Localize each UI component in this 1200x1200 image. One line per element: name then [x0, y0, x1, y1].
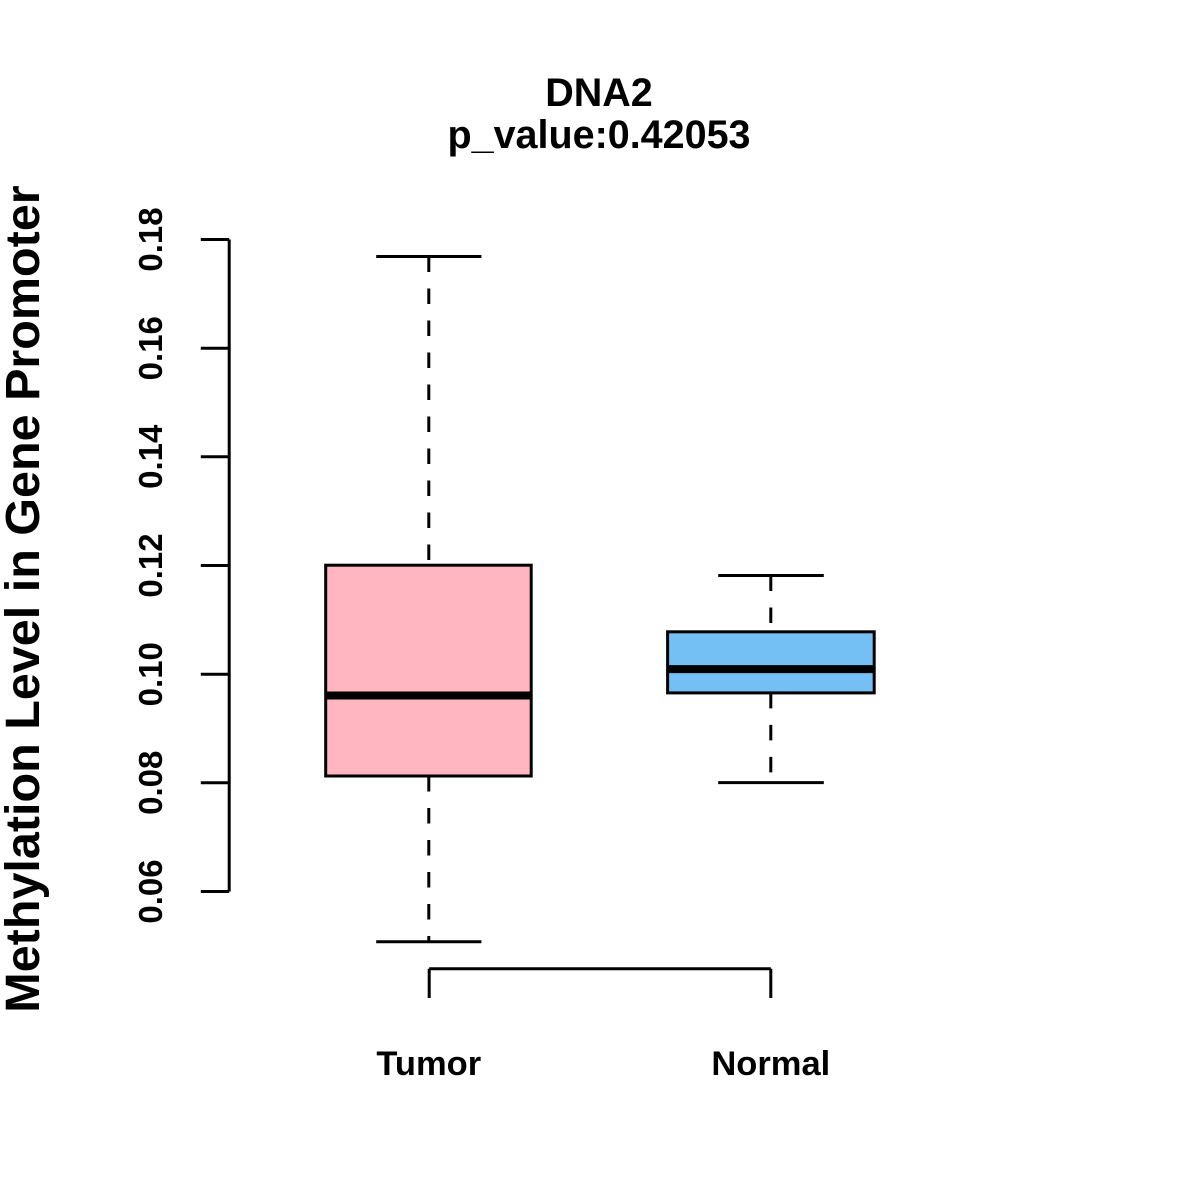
- svg-text:0.18: 0.18: [132, 207, 169, 271]
- svg-text:Methylation Level in Gene Prom: Methylation Level in Gene Promoter: [0, 185, 50, 1012]
- svg-text:0.06: 0.06: [132, 859, 169, 923]
- svg-text:0.16: 0.16: [132, 316, 169, 380]
- svg-text:DNA2: DNA2: [545, 71, 653, 115]
- svg-text:0.12: 0.12: [132, 533, 169, 597]
- svg-text:0.10: 0.10: [132, 642, 169, 706]
- svg-text:Tumor: Tumor: [376, 1045, 481, 1083]
- svg-text:Normal: Normal: [711, 1045, 830, 1083]
- svg-text:0.08: 0.08: [132, 751, 169, 815]
- svg-text:p_value:0.42053: p_value:0.42053: [447, 113, 750, 157]
- svg-text:0.14: 0.14: [132, 424, 169, 489]
